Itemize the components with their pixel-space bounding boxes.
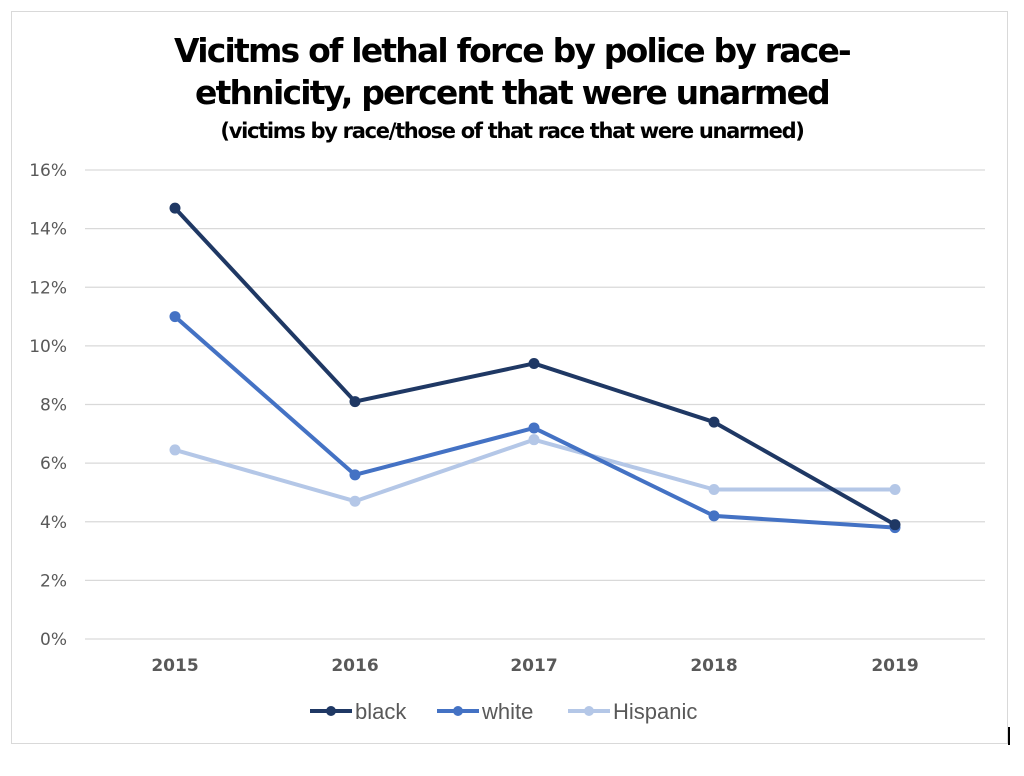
series-lines <box>169 202 901 534</box>
chart-subtitle: (victims by race/those of that race that… <box>220 119 805 143</box>
chart-title-line-1: Vicitms of lethal force by police by rac… <box>174 31 852 70</box>
x-tick-label: 2018 <box>690 656 737 676</box>
y-axis-ticks: 0% 2% 4% 6% 8% 10% 12% 14% 16% <box>29 161 67 650</box>
x-axis-ticks: 2015 2016 2017 2018 2019 <box>151 656 918 676</box>
y-tick-label: 6% <box>40 454 67 474</box>
y-tick-label: 0% <box>40 630 67 650</box>
y-tick-label: 4% <box>40 513 67 533</box>
data-point <box>528 434 540 446</box>
data-point <box>528 357 540 369</box>
legend-swatch-marker <box>584 706 594 716</box>
data-point <box>349 469 361 481</box>
series-line <box>174 437 895 504</box>
legend-item-hispanic: Hispanic <box>568 699 697 724</box>
x-tick-label: 2015 <box>151 656 198 676</box>
data-point <box>708 484 720 496</box>
y-tick-label: 8% <box>40 396 67 416</box>
x-tick-label: 2017 <box>510 656 557 676</box>
legend-item-black: black <box>310 699 407 724</box>
series-black <box>169 202 901 531</box>
legend-item-white: white <box>437 699 533 724</box>
legend-label: black <box>355 699 407 724</box>
legend-swatch-marker <box>326 706 336 716</box>
data-point <box>708 510 720 522</box>
legend-label: Hispanic <box>613 699 697 724</box>
data-point <box>169 444 181 456</box>
data-point <box>889 484 901 496</box>
text-cursor <box>1008 727 1010 745</box>
y-tick-label: 12% <box>29 278 67 298</box>
series-line <box>173 315 896 530</box>
x-tick-label: 2019 <box>871 656 918 676</box>
series-white <box>169 311 901 534</box>
data-point <box>169 202 181 214</box>
data-point <box>349 396 361 408</box>
y-tick-label: 14% <box>29 220 67 240</box>
chart-title-line-2: ethnicity, percent that were unarmed <box>195 73 831 112</box>
data-point <box>889 519 901 531</box>
legend-swatch-marker <box>453 706 463 716</box>
x-tick-label: 2016 <box>331 656 378 676</box>
gridlines <box>85 169 985 640</box>
data-point <box>528 422 540 434</box>
legend: black white Hispanic <box>310 699 697 724</box>
y-tick-label: 16% <box>29 161 67 181</box>
data-point <box>169 311 181 323</box>
chart-frame <box>11 11 1008 744</box>
data-point <box>708 416 720 428</box>
y-tick-label: 2% <box>40 571 67 591</box>
y-tick-label: 10% <box>29 337 67 357</box>
data-point <box>349 495 361 507</box>
legend-label: white <box>481 699 533 724</box>
series-hispanic <box>169 434 901 507</box>
